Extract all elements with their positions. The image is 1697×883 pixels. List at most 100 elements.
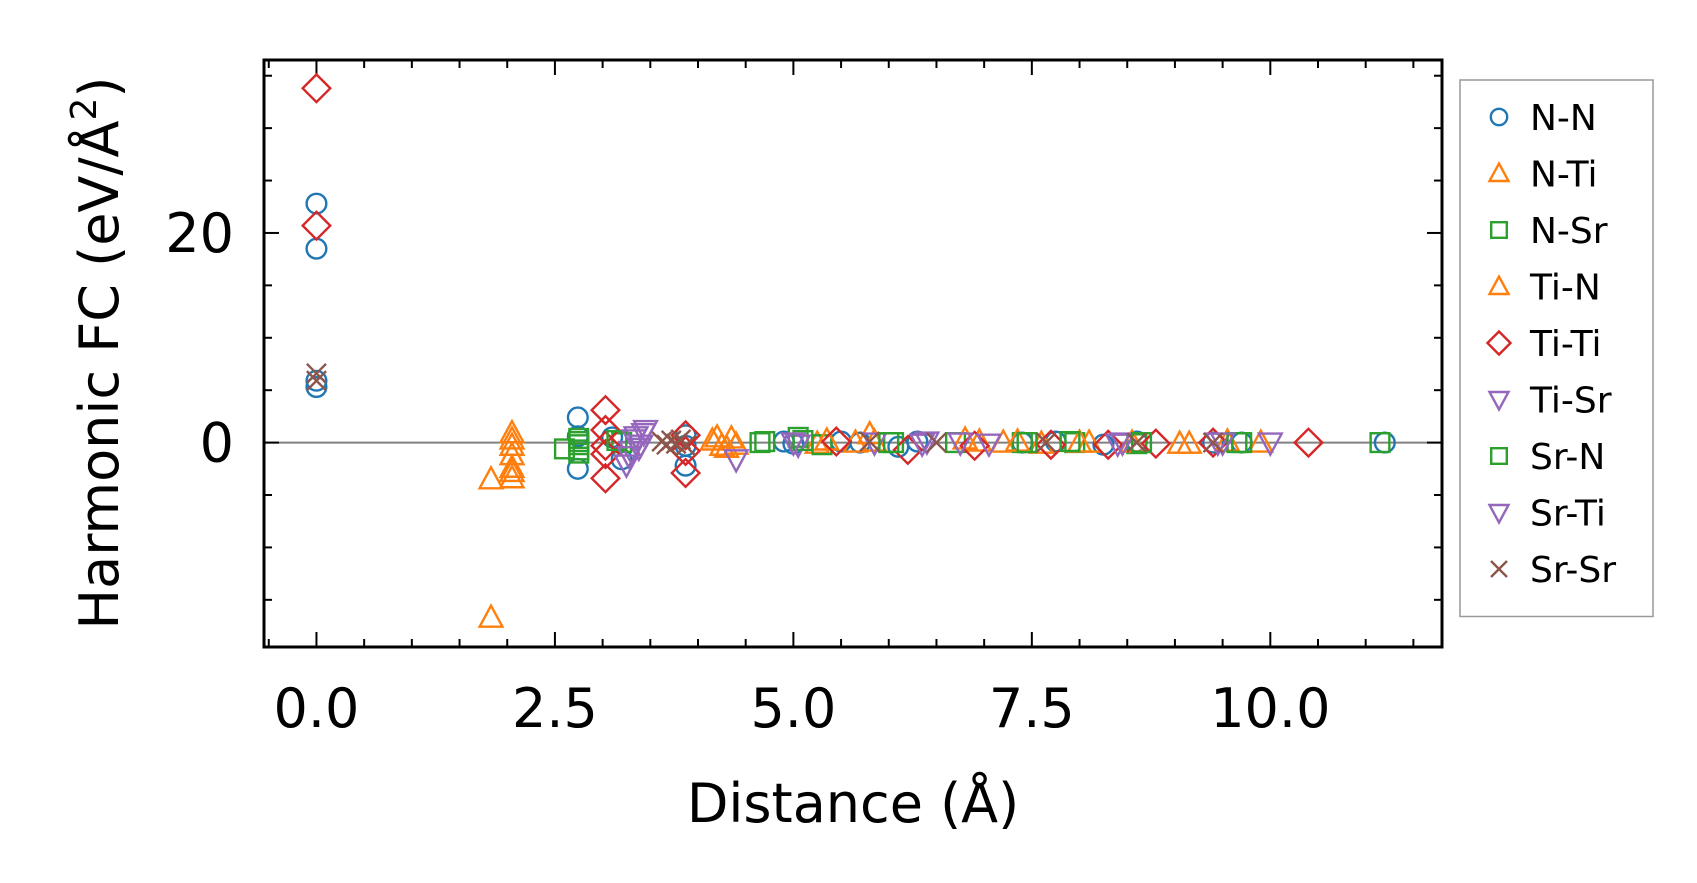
data-point-ti-ti bbox=[589, 462, 621, 494]
data-point-ti-ti bbox=[1140, 428, 1172, 460]
legend-marker-n-n bbox=[1489, 107, 1509, 127]
data-point-ti-n bbox=[703, 422, 731, 448]
data-point-ti-sr bbox=[722, 449, 750, 474]
data-point-sr-ti bbox=[615, 446, 643, 471]
data-point-n-n bbox=[305, 376, 328, 399]
data-point-sr-n bbox=[754, 430, 776, 453]
x-tick-label: 10.0 bbox=[1210, 677, 1330, 740]
data-point-ti-sr bbox=[1256, 432, 1284, 458]
legend-marker-sr-sr bbox=[1490, 560, 1508, 578]
data-point-n-n bbox=[674, 454, 697, 477]
y-axis-label-close: ) bbox=[68, 77, 131, 98]
data-point-ti-n bbox=[1175, 429, 1203, 454]
y-tick-label: 20 bbox=[165, 202, 234, 265]
legend-marker-sr-n bbox=[1489, 447, 1508, 466]
legend-marker-ti-n bbox=[1487, 273, 1511, 296]
x-tick-label: 0.0 bbox=[274, 677, 360, 740]
legend-marker-n-sr bbox=[1489, 220, 1508, 239]
data-point-sr-n bbox=[878, 432, 900, 454]
legend-entry: Sr-N bbox=[1489, 437, 1605, 478]
legend-marker-n-ti bbox=[1487, 160, 1511, 183]
series-sr-ti bbox=[615, 422, 1237, 471]
series-sr-n bbox=[568, 429, 1248, 461]
plot-frame bbox=[262, 58, 1444, 649]
data-point-sr-sr bbox=[675, 435, 697, 457]
legend-entry: Ti-Ti bbox=[1485, 324, 1601, 365]
data-point-n-ti bbox=[498, 463, 526, 489]
data-point-ti-ti bbox=[1292, 427, 1324, 459]
data-point-sr-sr bbox=[859, 431, 881, 452]
legend-label: Sr-Ti bbox=[1530, 494, 1606, 535]
data-point-ti-sr bbox=[975, 433, 1003, 459]
data-point-ti-ti bbox=[670, 419, 702, 451]
legend: N-N N-Ti N-Sr Ti-N Ti-Ti Ti-Sr Sr-N Sr-Ti Sr-Sr bbox=[1459, 79, 1654, 618]
data-point-sr-sr bbox=[306, 370, 327, 392]
x-tick-label: 2.5 bbox=[512, 677, 598, 740]
data-point-n-ti bbox=[1247, 428, 1275, 453]
data-point-sr-n bbox=[568, 439, 590, 461]
data-point-sr-sr bbox=[1126, 432, 1148, 454]
axes-layer: 0.0 2.5 5.0 7.5 10.0 0 20 bbox=[165, 60, 1442, 740]
data-point-ti-n bbox=[498, 440, 526, 466]
data-point-ti-n bbox=[498, 457, 526, 483]
data-point-n-n bbox=[566, 406, 589, 429]
data-point-ti-ti bbox=[300, 72, 332, 104]
data-point-sr-n bbox=[1130, 432, 1153, 454]
legend-entry: N-Sr bbox=[1489, 211, 1608, 252]
data-point-ti-n bbox=[813, 425, 841, 451]
y-axis-label-superscript: 2 bbox=[64, 98, 105, 121]
data-point-ti-ti bbox=[589, 430, 621, 462]
series-ti-ti bbox=[300, 72, 1324, 494]
data-point-sr-ti bbox=[913, 431, 941, 457]
legend-label: N-N bbox=[1530, 98, 1597, 139]
data-point-ti-ti bbox=[670, 457, 702, 489]
data-point-sr-n bbox=[1016, 432, 1038, 454]
legend-label: N-Sr bbox=[1530, 211, 1608, 252]
legend-entry: N-N bbox=[1489, 98, 1597, 139]
data-point-n-ti bbox=[965, 427, 993, 452]
data-point-n-ti bbox=[477, 603, 505, 628]
data-point-n-n bbox=[305, 237, 328, 260]
data-point-ti-ti bbox=[300, 210, 332, 242]
legend-entry: Ti-N bbox=[1487, 268, 1601, 309]
series-sr-sr bbox=[306, 362, 1224, 457]
data-point-ti-n bbox=[498, 424, 526, 450]
data-point-ti-ti bbox=[589, 394, 621, 426]
data-point-ti-ti bbox=[1197, 427, 1229, 459]
legend-entry: Sr-Sr bbox=[1490, 550, 1616, 591]
legend-entry: Ti-Sr bbox=[1487, 381, 1612, 422]
legend-marker-ti-ti bbox=[1485, 329, 1513, 357]
data-point-n-n bbox=[305, 369, 328, 392]
data-point-sr-ti bbox=[630, 422, 658, 448]
data-point-ti-sr bbox=[908, 433, 936, 459]
data-point-sr-sr bbox=[926, 432, 947, 454]
y-axis-label-main: Harmonic FC (eV/Å bbox=[67, 120, 131, 629]
legend-label: Ti-Ti bbox=[1529, 324, 1601, 365]
data-point-sr-sr bbox=[1035, 432, 1057, 454]
y-tick-label: 0 bbox=[200, 412, 234, 475]
legend-label: Sr-Sr bbox=[1530, 550, 1616, 591]
data-point-sr-n bbox=[1226, 432, 1248, 454]
legend-marker-ti-sr bbox=[1487, 390, 1511, 413]
legend-marker-sr-ti bbox=[1487, 503, 1511, 526]
data-point-ti-n bbox=[477, 464, 505, 490]
x-axis-label: Distance (Å) bbox=[687, 771, 1019, 835]
data-point-ti-n bbox=[713, 433, 741, 459]
data-point-sr-n bbox=[792, 429, 814, 452]
legend-label: N-Ti bbox=[1530, 155, 1598, 196]
legend-label: Ti-N bbox=[1529, 268, 1601, 309]
data-point-ti-ti bbox=[959, 430, 991, 462]
legend-label: Ti-Sr bbox=[1529, 381, 1612, 422]
data-point-sr-n bbox=[1059, 430, 1081, 453]
data-point-sr-sr bbox=[1202, 432, 1224, 454]
legend-entry: N-Ti bbox=[1487, 155, 1598, 196]
data-point-n-ti bbox=[498, 453, 526, 478]
data-point-ti-sr bbox=[946, 432, 974, 458]
legend-entry: Sr-Ti bbox=[1487, 494, 1606, 535]
y-axis-label: Harmonic FC (eV/Å2) bbox=[64, 77, 131, 630]
x-tick-label: 5.0 bbox=[750, 677, 836, 740]
data-point-ti-ti bbox=[589, 414, 621, 446]
x-tick-label: 7.5 bbox=[989, 677, 1075, 740]
data-point-sr-sr bbox=[306, 362, 327, 384]
